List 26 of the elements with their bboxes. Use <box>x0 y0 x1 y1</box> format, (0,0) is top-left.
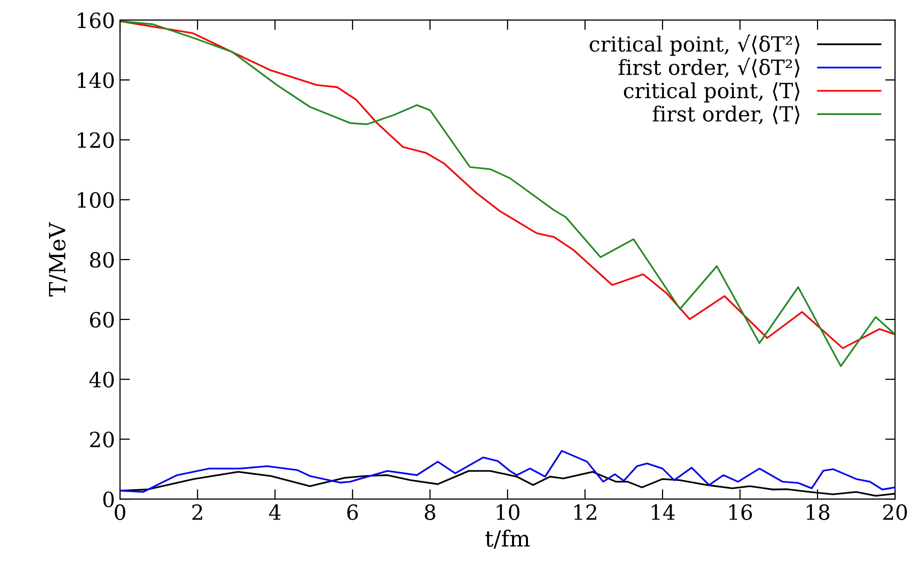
y-tick-label: 120 <box>78 132 114 148</box>
x-tick-label: 4 <box>269 504 281 520</box>
legend-label: first order, √⟨δT²⟩ <box>618 58 800 78</box>
y-tick-label: 0 <box>103 492 114 508</box>
y-tick-label: 160 <box>78 12 114 28</box>
y-tick-label: 20 <box>90 432 114 448</box>
x-tick-label: 12 <box>574 504 596 520</box>
x-axis-title: t/fm <box>485 530 530 549</box>
y-tick-label: 60 <box>90 312 114 328</box>
y-tick-label: 140 <box>78 72 114 88</box>
x-tick-label: 6 <box>347 504 358 520</box>
x-tick-label: 14 <box>652 504 675 520</box>
y-axis-title: T/MeV <box>49 222 68 296</box>
legend-label: first order, ⟨T⟩ <box>652 106 800 124</box>
legend-label: critical point, ⟨T⟩ <box>624 82 800 102</box>
x-tick-label: 8 <box>424 504 436 520</box>
x-tick-label: 18 <box>806 504 830 520</box>
legend-label: critical point, √⟨δT²⟩ <box>590 34 800 56</box>
x-tick-label: 10 <box>496 504 520 520</box>
x-tick-label: 16 <box>729 504 752 520</box>
x-tick-label: 20 <box>883 504 907 520</box>
x-tick-label: 0 <box>114 504 126 520</box>
x-tick-label: 2 <box>192 504 202 520</box>
y-tick-label: 100 <box>78 192 114 208</box>
y-tick-label: 80 <box>90 252 114 268</box>
y-tick-label: 40 <box>89 372 114 388</box>
